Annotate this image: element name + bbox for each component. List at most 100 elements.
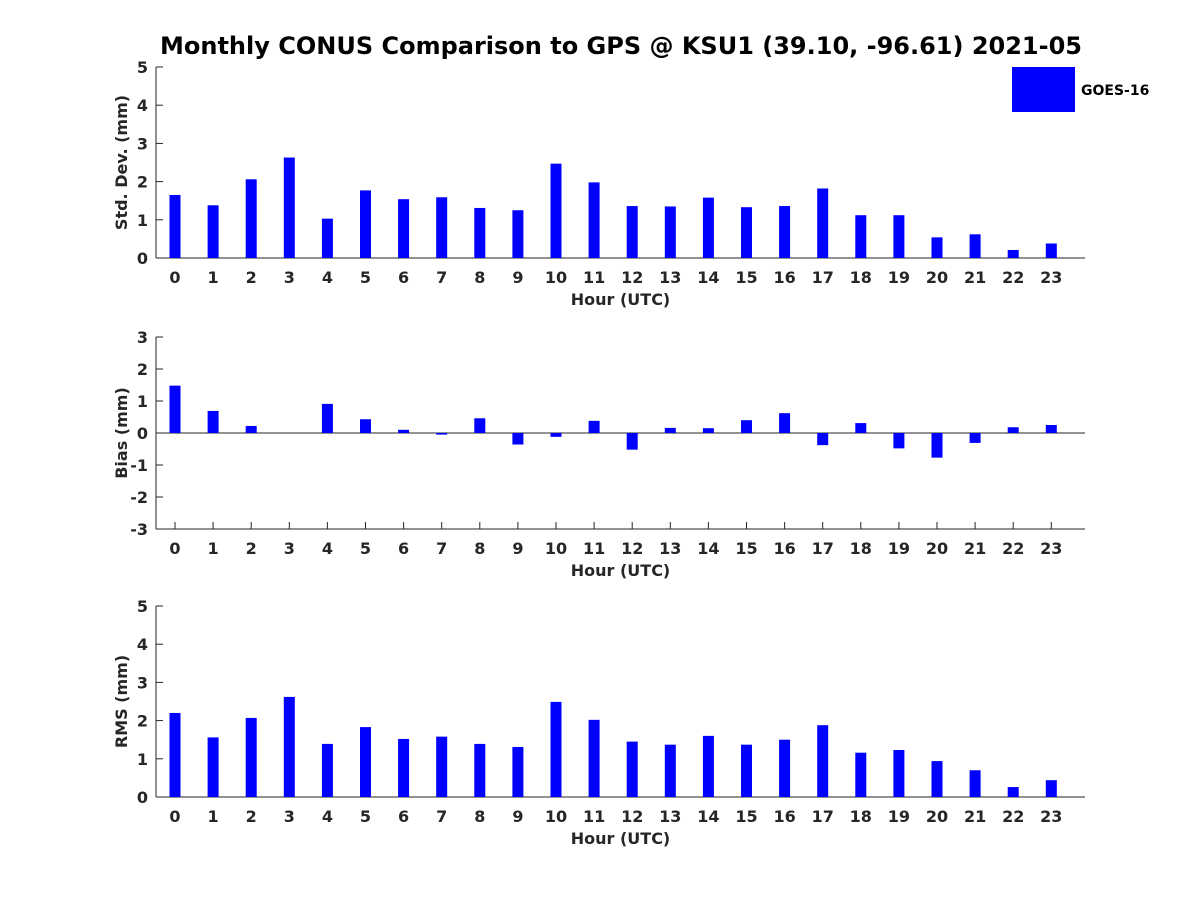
y-tick-label: 3 xyxy=(137,134,148,153)
x-tick-label: 19 xyxy=(888,807,910,826)
x-tick-label: 14 xyxy=(697,807,719,826)
x-tick-label: 3 xyxy=(284,539,295,558)
x-tick-label: 13 xyxy=(659,539,681,558)
x-tick-label: 4 xyxy=(322,268,333,287)
x-tick-label: 9 xyxy=(512,539,523,558)
bar-hour-13 xyxy=(664,427,676,433)
bar-hour-0 xyxy=(169,712,181,797)
x-tick-label: 18 xyxy=(850,268,872,287)
y-tick-label: 1 xyxy=(137,750,148,769)
x-tick-label: 22 xyxy=(1002,807,1024,826)
x-tick-label: 10 xyxy=(545,539,567,558)
y-tick-label: -3 xyxy=(130,520,148,539)
bar-hour-12 xyxy=(626,433,638,450)
x-tick-label: 9 xyxy=(512,807,523,826)
bar-hour-22 xyxy=(1007,787,1019,797)
bar-hour-17 xyxy=(817,433,829,446)
bar-hour-6 xyxy=(398,738,410,797)
bar-hour-21 xyxy=(969,770,981,797)
x-tick-label: 21 xyxy=(964,539,986,558)
y-axis-label: Bias (mm) xyxy=(112,387,131,479)
x-tick-label: 12 xyxy=(621,268,643,287)
bar-hour-19 xyxy=(893,750,905,797)
x-tick-label: 14 xyxy=(697,268,719,287)
y-tick-label: 4 xyxy=(137,96,148,115)
bar-hour-15 xyxy=(741,744,752,797)
bar-hour-23 xyxy=(1045,780,1057,797)
y-tick-label: -1 xyxy=(130,456,148,475)
bar-hour-20 xyxy=(931,761,943,797)
bar-hour-9 xyxy=(512,433,524,445)
bar-hour-6 xyxy=(398,429,410,433)
x-tick-label: 11 xyxy=(583,539,605,558)
y-tick-label: 0 xyxy=(137,424,148,443)
x-tick-label: 0 xyxy=(169,268,180,287)
bar-hour-18 xyxy=(855,215,867,258)
x-axis-label: Hour (UTC) xyxy=(571,290,671,309)
y-tick-label: 1 xyxy=(137,392,148,411)
chart-title: Monthly CONUS Comparison to GPS @ KSU1 (… xyxy=(160,32,1082,60)
x-tick-label: 2 xyxy=(246,807,257,826)
bar-hour-5 xyxy=(360,727,371,797)
bar-hour-7 xyxy=(436,433,448,435)
y-tick-label: 1 xyxy=(137,211,148,230)
x-tick-label: 1 xyxy=(208,539,219,558)
y-tick-label: 4 xyxy=(137,635,148,654)
x-tick-label: 18 xyxy=(850,807,872,826)
x-tick-label: 17 xyxy=(812,539,834,558)
bar-hour-16 xyxy=(779,413,791,433)
x-tick-label: 15 xyxy=(735,807,757,826)
x-tick-label: 13 xyxy=(659,807,681,826)
legend: GOES-16 xyxy=(1012,67,1149,112)
x-tick-label: 6 xyxy=(398,807,409,826)
bar-hour-2 xyxy=(245,425,257,433)
bar-hour-18 xyxy=(855,423,867,433)
bar-hour-14 xyxy=(702,428,714,433)
bar-hour-16 xyxy=(779,206,791,258)
x-tick-label: 20 xyxy=(926,807,948,826)
bar-hour-8 xyxy=(474,207,486,258)
x-tick-label: 11 xyxy=(583,807,605,826)
bar-hour-20 xyxy=(931,237,943,258)
x-tick-label: 8 xyxy=(474,539,485,558)
bar-hour-2 xyxy=(245,717,257,797)
x-tick-label: 5 xyxy=(360,807,371,826)
bar-hour-21 xyxy=(969,433,981,443)
bar-hour-5 xyxy=(360,190,371,258)
x-tick-label: 7 xyxy=(436,268,447,287)
bar-hour-1 xyxy=(207,410,219,433)
bar-hour-2 xyxy=(245,179,257,258)
y-tick-label: -2 xyxy=(130,488,148,507)
x-tick-label: 5 xyxy=(360,539,371,558)
x-tick-label: 15 xyxy=(735,268,757,287)
x-tick-label: 20 xyxy=(926,268,948,287)
bar-hour-5 xyxy=(360,419,371,433)
bar-hour-11 xyxy=(588,182,600,258)
bar-hour-13 xyxy=(664,744,676,797)
y-tick-label: 2 xyxy=(137,173,148,192)
bar-hour-10 xyxy=(550,163,562,258)
x-tick-label: 12 xyxy=(621,539,643,558)
bar-hour-1 xyxy=(207,205,219,258)
bar-hour-22 xyxy=(1007,427,1019,433)
x-tick-label: 12 xyxy=(621,807,643,826)
bar-hour-14 xyxy=(702,735,714,797)
x-tick-label: 19 xyxy=(888,539,910,558)
bar-hour-20 xyxy=(931,433,943,458)
bar-hour-19 xyxy=(893,215,905,258)
x-tick-label: 9 xyxy=(512,268,523,287)
y-tick-label: 0 xyxy=(137,249,148,268)
bar-hour-14 xyxy=(702,197,714,258)
x-tick-label: 20 xyxy=(926,539,948,558)
bar-hour-9 xyxy=(512,746,524,797)
x-tick-label: 4 xyxy=(322,539,333,558)
bar-hour-3 xyxy=(283,157,295,258)
bar-hour-19 xyxy=(893,433,905,449)
bar-hour-9 xyxy=(512,210,524,258)
bar-hour-8 xyxy=(474,743,486,797)
bar-hour-3 xyxy=(283,696,295,797)
bar-hour-7 xyxy=(436,197,448,258)
